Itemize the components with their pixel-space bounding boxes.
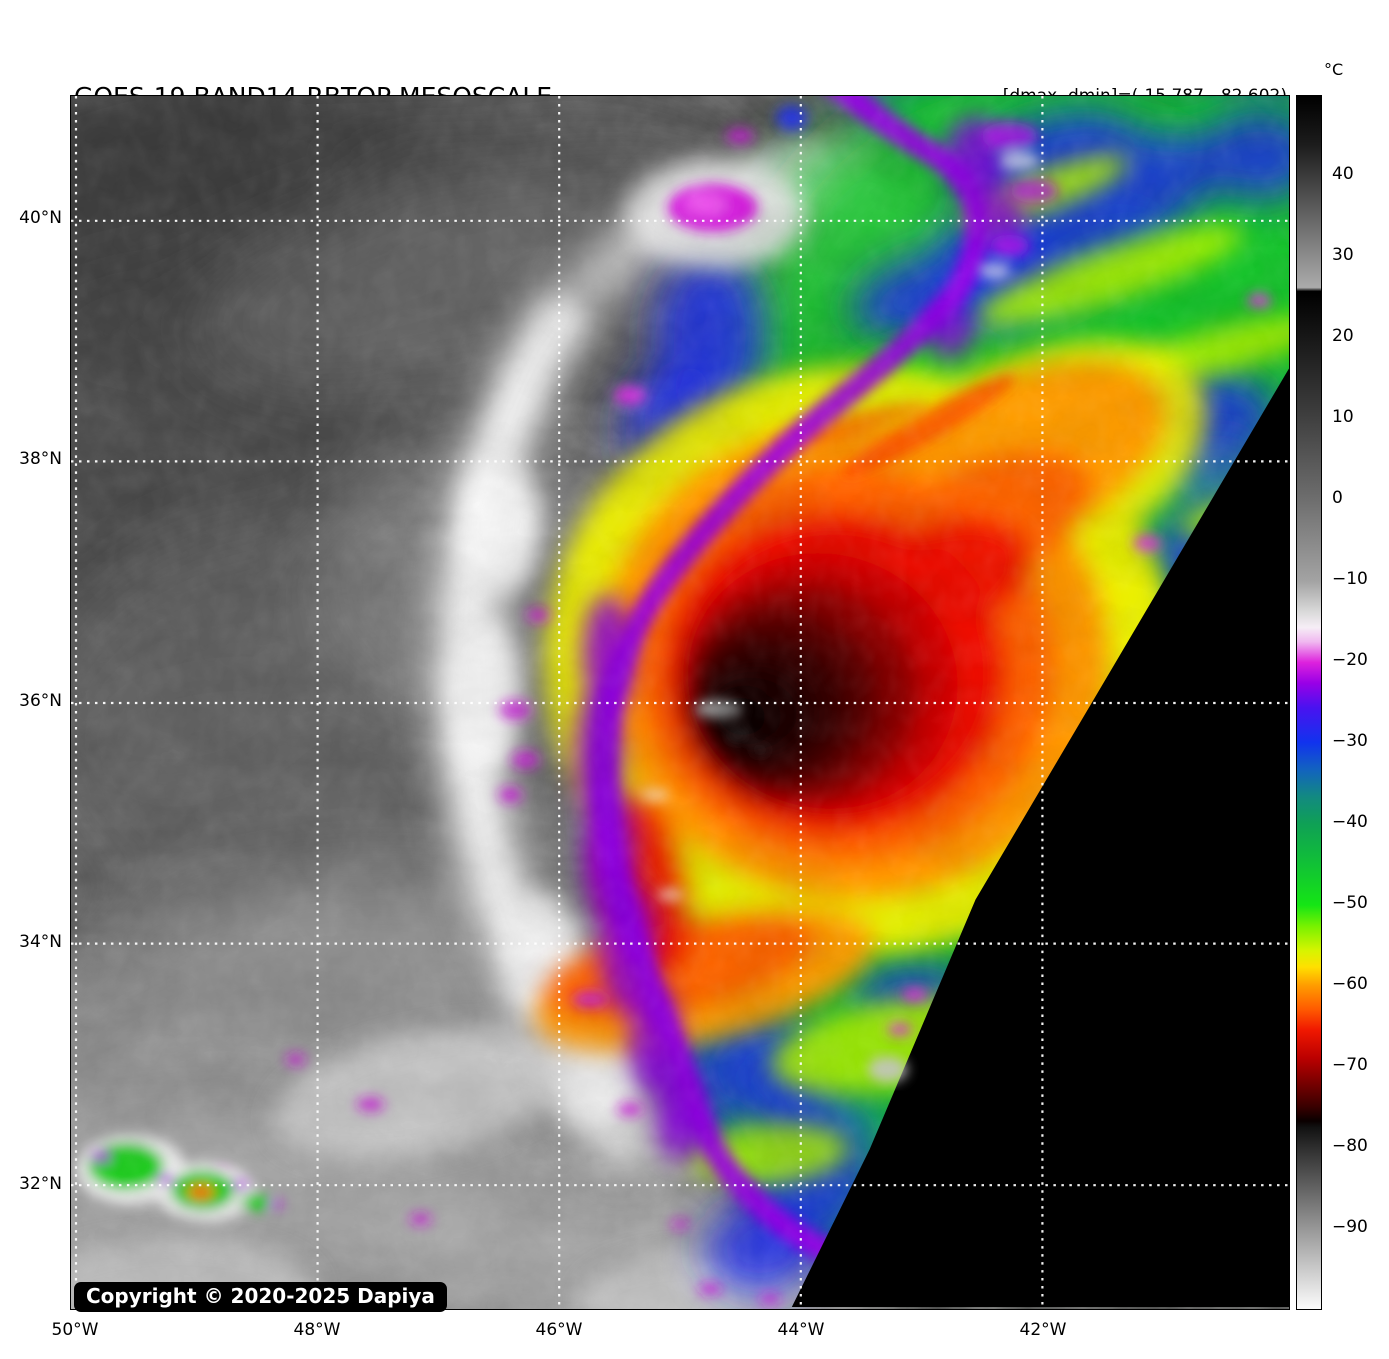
lat-label-38n: 38°N — [19, 449, 62, 469]
colorbar-tick: 40 — [1332, 164, 1354, 184]
colorbar-tick: −90 — [1332, 1217, 1368, 1237]
colorbar-tick: 30 — [1332, 245, 1354, 265]
satellite-image — [71, 96, 1289, 1309]
colorbar-tick: −20 — [1332, 650, 1368, 670]
copyright-badge: Copyright © 2020-2025 Dapiya — [74, 1282, 447, 1312]
graticule-gridlines — [71, 96, 1289, 1309]
cloud-notch — [867, 1056, 908, 1083]
lat-label-34n: 34°N — [19, 932, 62, 952]
colorbar-tick: 10 — [1332, 407, 1354, 427]
colorbar-tick: −60 — [1332, 974, 1368, 994]
satellite-map — [70, 95, 1290, 1310]
lat-label-32n: 32°N — [19, 1174, 62, 1194]
lat-label-40n: 40°N — [19, 208, 62, 228]
colorbar-tick: −70 — [1332, 1055, 1368, 1075]
colorbar-tick: −40 — [1332, 812, 1368, 832]
colorbar-tick: −50 — [1332, 893, 1368, 913]
lon-label-42w: 42°W — [1019, 1320, 1067, 1340]
temperature-colorbar — [1296, 95, 1322, 1310]
lon-label-48w: 48°W — [293, 1320, 341, 1340]
lat-label-36n: 36°N — [19, 691, 62, 711]
colorbar-tick: 0 — [1332, 488, 1343, 508]
colorbar-tick: −80 — [1332, 1136, 1368, 1156]
lon-label-44w: 44°W — [777, 1320, 825, 1340]
colorbar-tick: −30 — [1332, 731, 1368, 751]
colorbar-tick: −10 — [1332, 569, 1368, 589]
colorbar-unit: °C — [1324, 60, 1344, 79]
no-data-region — [791, 368, 1289, 1308]
lon-label-46w: 46°W — [535, 1320, 583, 1340]
lon-label-50w: 50°W — [51, 1320, 99, 1340]
colorbar-tick: 20 — [1332, 326, 1354, 346]
